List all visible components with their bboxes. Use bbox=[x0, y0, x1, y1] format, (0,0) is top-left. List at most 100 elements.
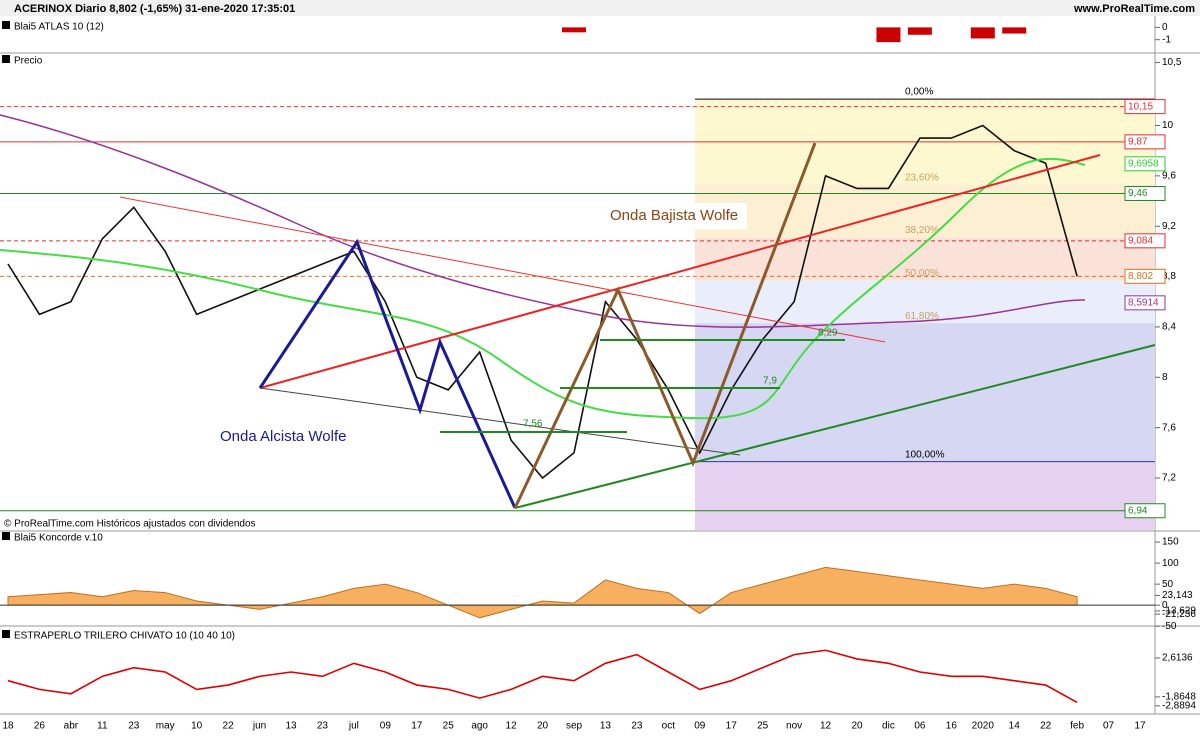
drawings bbox=[0, 114, 1156, 509]
fib-label: 100,00% bbox=[905, 449, 945, 460]
trend-line bbox=[259, 154, 1101, 389]
x-tick-label: 09 bbox=[694, 721, 706, 732]
x-tick-label: 25 bbox=[443, 721, 455, 732]
bar bbox=[562, 27, 586, 33]
trend-line bbox=[514, 344, 1156, 509]
panel-title-box bbox=[2, 532, 10, 540]
trend-line bbox=[119, 196, 886, 343]
y-tick-label: 8 bbox=[1162, 372, 1168, 383]
x-tick-label: 18 bbox=[2, 721, 14, 732]
fib-label: 50,00% bbox=[905, 268, 939, 279]
title-bar bbox=[0, 0, 1200, 16]
annotation: Onda Alcista Wolfe bbox=[220, 428, 346, 445]
y-tick-label: 9,2 bbox=[1162, 221, 1176, 232]
x-tick-label: 06 bbox=[914, 721, 926, 732]
panel-title-box bbox=[2, 630, 10, 638]
line bbox=[7, 649, 1078, 704]
x-tick-label: ago bbox=[471, 721, 488, 732]
x-tick-label: 11 bbox=[97, 721, 108, 732]
fib-label: 38,20% bbox=[905, 225, 939, 236]
moving-average bbox=[0, 157, 1086, 420]
level-label: 10,15 bbox=[1128, 101, 1153, 112]
panel-title-box bbox=[2, 21, 10, 29]
y-tick-label: 23,143 bbox=[1162, 590, 1193, 601]
trend-line bbox=[259, 387, 741, 456]
y-tick-label: -50 bbox=[1162, 621, 1177, 632]
y-tick-label: 0 bbox=[1162, 22, 1168, 33]
x-tick-label: 10 bbox=[191, 721, 203, 732]
fib-band bbox=[695, 280, 1155, 324]
level-label: 9,084 bbox=[1128, 235, 1153, 246]
x-tick-label: feb bbox=[1070, 721, 1084, 732]
level-box bbox=[1124, 134, 1166, 150]
level-box bbox=[1124, 99, 1166, 115]
x-tick-label: 25 bbox=[757, 721, 769, 732]
x-tick-label: 23 bbox=[128, 721, 140, 732]
level-box bbox=[1124, 156, 1166, 172]
y-tick-label: 10 bbox=[1162, 120, 1174, 131]
level-box bbox=[1124, 503, 1166, 519]
y-tick-label: 8,4 bbox=[1162, 322, 1176, 333]
y-tick-label: -1,8648 bbox=[1162, 692, 1196, 703]
x-tick-label: 22 bbox=[1040, 721, 1052, 732]
panel-title: Blai5 Koncorde v.10 bbox=[14, 533, 103, 544]
level-label: 6,94 bbox=[1128, 505, 1148, 516]
x-tick-label: 14 bbox=[1009, 721, 1021, 732]
bar bbox=[876, 27, 901, 43]
level-box bbox=[1124, 295, 1166, 311]
copyright: © ProRealTime.com Históricos ajustados c… bbox=[4, 519, 256, 530]
x-tick-label: jul bbox=[348, 721, 359, 732]
panel-title: Precio bbox=[14, 56, 43, 67]
y-tick-label: -1 bbox=[1162, 34, 1171, 45]
fib-band bbox=[695, 323, 1155, 462]
fib-label: 23,60% bbox=[905, 172, 939, 183]
x-tick-label: 12 bbox=[506, 721, 518, 732]
x-tick-label: 23 bbox=[317, 721, 329, 732]
fib-label: 61,80% bbox=[905, 311, 939, 322]
moving-average bbox=[0, 114, 1086, 328]
x-tick-label: 12 bbox=[820, 721, 832, 732]
y-tick-label: 7,2 bbox=[1162, 473, 1176, 484]
x-tick-label: abr bbox=[64, 721, 79, 732]
x-tick-label: 23 bbox=[631, 721, 643, 732]
level-label: 9,6958 bbox=[1128, 158, 1159, 169]
x-tick-label: 17 bbox=[726, 721, 738, 732]
x-tick-label: 17 bbox=[411, 721, 423, 732]
bar bbox=[1002, 27, 1027, 34]
y-tick-label: -21,236 bbox=[1162, 609, 1196, 620]
annotation: 7,56 bbox=[523, 419, 543, 430]
x-tick-label: 20 bbox=[851, 721, 863, 732]
title: ACERINOX Diario 8,802 (-1,65%) 31-ene-20… bbox=[14, 3, 295, 15]
y-tick-label: 2,6136 bbox=[1162, 653, 1193, 664]
annotation: 8,29 bbox=[818, 328, 838, 339]
x-tick-label: 17 bbox=[1134, 721, 1146, 732]
annotation: Onda Bajista Wolfe bbox=[610, 207, 738, 224]
x-tick-label: 26 bbox=[34, 721, 46, 732]
level-label: 8,802 bbox=[1128, 271, 1153, 282]
fib-label: 0,00% bbox=[905, 87, 933, 98]
annotation-box bbox=[605, 203, 747, 229]
x-tick-label: 13 bbox=[600, 721, 612, 732]
level-box bbox=[1124, 233, 1166, 249]
y-tick-label: 10,5 bbox=[1162, 57, 1182, 68]
wolfe-wave bbox=[258, 238, 517, 509]
y-tick-label: 0 bbox=[1162, 600, 1168, 611]
x-tick-label: may bbox=[156, 721, 175, 732]
x-tick-label: sep bbox=[566, 721, 583, 732]
x-tick-label: 13 bbox=[285, 721, 297, 732]
x-tick-label: 22 bbox=[223, 721, 235, 732]
panel-title: ESTRAPERLO TRILERO CHIVATO 10 (10 40 10) bbox=[14, 631, 235, 642]
x-tick-label: jun bbox=[252, 721, 266, 732]
x-tick-label: 07 bbox=[1103, 721, 1115, 732]
x-tick-label: 09 bbox=[380, 721, 392, 732]
site: www.ProRealTime.com bbox=[1073, 3, 1195, 15]
y-tick-label: 9,6 bbox=[1162, 171, 1176, 182]
level-label: 8,5914 bbox=[1128, 297, 1159, 308]
x-tick-label: 20 bbox=[537, 721, 549, 732]
level-box bbox=[1124, 268, 1166, 284]
bar bbox=[970, 27, 995, 39]
x-tick-label: 16 bbox=[946, 721, 958, 732]
y-tick-label: 7,6 bbox=[1162, 422, 1176, 433]
panel-titles: Blai5 ATLAS 10 (12) Precio Blai5 Koncorde … bbox=[2, 21, 235, 642]
